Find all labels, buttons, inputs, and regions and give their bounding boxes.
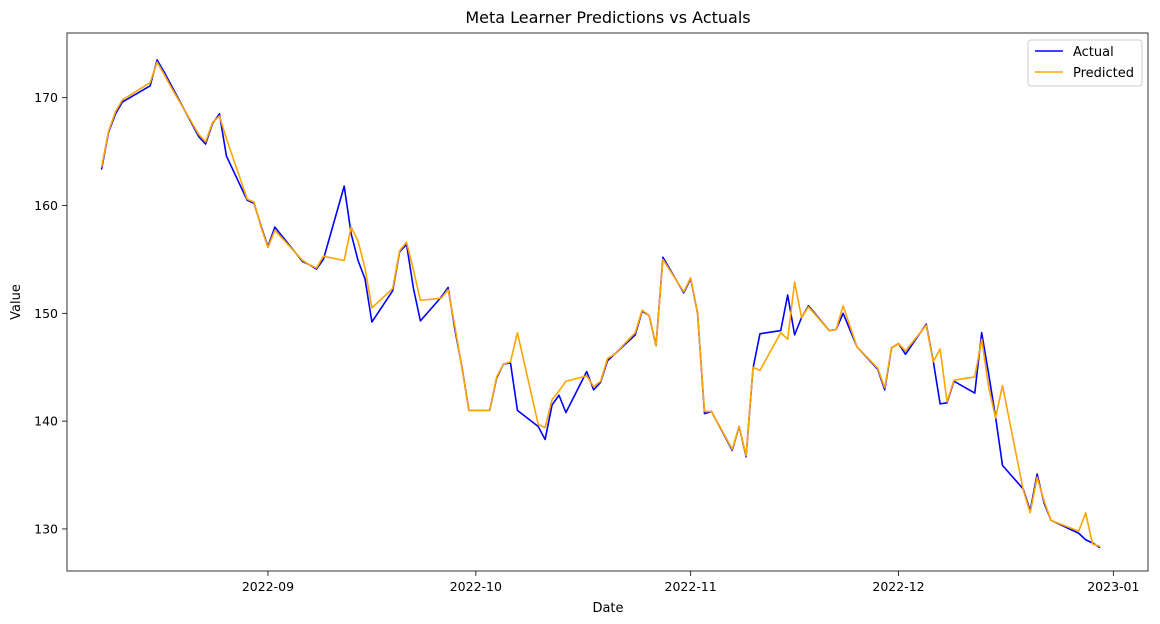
plot-background — [67, 33, 1148, 571]
plot-frame — [66, 32, 1149, 572]
y-axis: 130 140 150 160 170 — [34, 90, 67, 536]
series-line-predicted — [100, 61, 1101, 548]
x-tick-label: 2022-11 — [665, 579, 717, 594]
y-tick-label: 140 — [34, 414, 58, 429]
x-tick-label: 2022-12 — [872, 579, 924, 594]
x-tick-label: 2022-10 — [450, 579, 502, 594]
series-layer — [100, 59, 1101, 549]
y-tick-label: 150 — [34, 306, 58, 321]
chart-title: Meta Learner Predictions vs Actuals — [465, 8, 750, 27]
y-axis-label: Value — [9, 284, 24, 320]
y-tick-label: 170 — [34, 90, 58, 105]
x-tick-label: 2022-09 — [242, 579, 294, 594]
x-tick-label: 2023-01 — [1087, 579, 1139, 594]
legend: Actual Predicted — [1027, 39, 1143, 87]
legend-label-predicted: Predicted — [1073, 66, 1134, 81]
y-tick-label: 130 — [34, 521, 58, 536]
y-tick-label: 160 — [34, 198, 58, 213]
x-axis: 2022-09 2022-10 2022-11 2022-12 2023-01 — [242, 571, 1139, 594]
legend-label-actual: Actual — [1073, 45, 1114, 60]
x-axis-label: Date — [592, 601, 623, 616]
plot-area — [66, 32, 1149, 572]
